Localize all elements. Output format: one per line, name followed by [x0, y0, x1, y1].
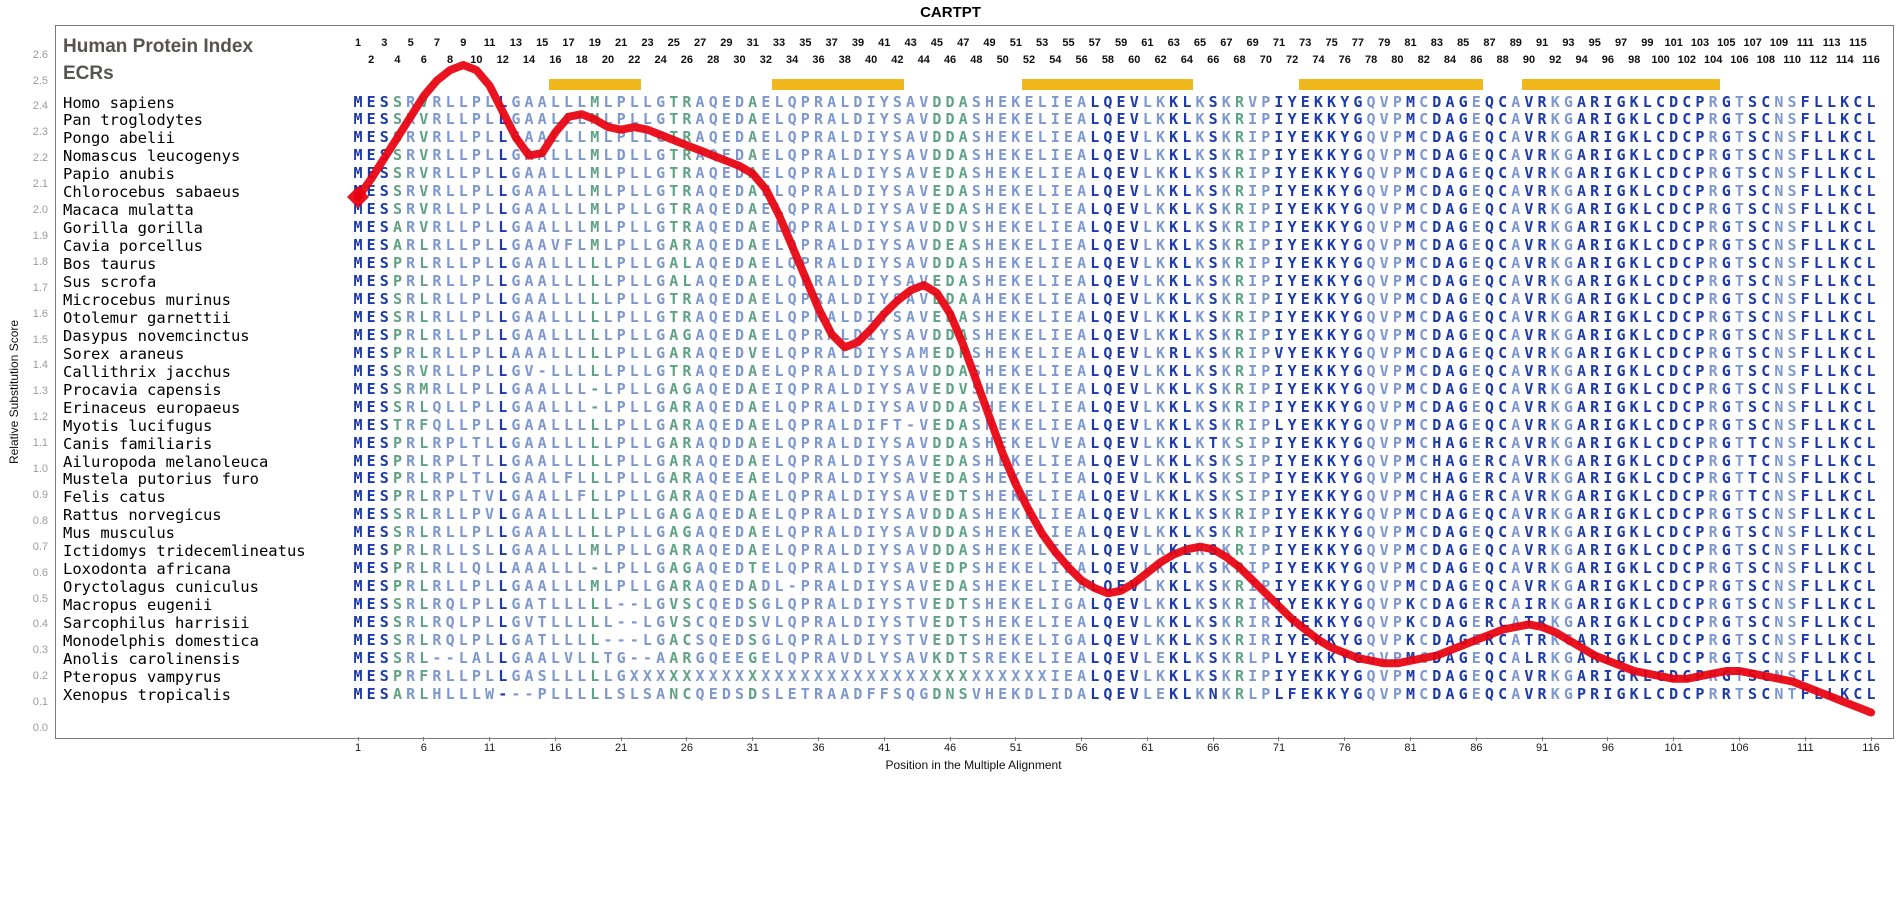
y-axis-tick-label: 0.7 — [32, 540, 48, 553]
y-axis-tick-label: 0.6 — [32, 566, 48, 579]
y-axis-tick-label: 1.6 — [32, 307, 48, 320]
x-axis-tick-label: 106 — [1730, 742, 1749, 754]
y-axis-tick-label: 1.0 — [32, 463, 48, 475]
x-axis-tick-label: 101 — [1664, 742, 1683, 754]
x-axis-tick-label: 21 — [615, 742, 628, 754]
x-axis-tick-label: 111 — [1796, 742, 1814, 754]
y-axis-tick-label: 0.4 — [32, 618, 48, 631]
x-axis-tick-label: 11 — [483, 742, 496, 754]
x-axis-tick-label: 1 — [354, 742, 362, 754]
x-axis-tick-label: 86 — [1470, 742, 1483, 754]
x-axis-tick-label: 66 — [1207, 742, 1220, 754]
x-axis-tick-label: 6 — [420, 742, 427, 754]
x-axis-tick-label: 116 — [1862, 742, 1880, 754]
y-axis-tick-label: 0.9 — [32, 488, 48, 501]
x-axis-tick-label: 56 — [1075, 742, 1088, 754]
y-axis-tick-label: 2.1 — [32, 178, 48, 191]
y-axis-tick-label: 2.3 — [32, 126, 48, 139]
plot-frame — [55, 25, 1894, 739]
y-axis-tick-label: 2.2 — [32, 152, 48, 165]
x-axis-tick-label: 46 — [943, 742, 957, 754]
y-axis-tick-label: 0.1 — [32, 696, 48, 709]
y-axis-tick-label: 0.2 — [32, 670, 48, 683]
y-axis-tick-label: 1.8 — [32, 255, 48, 268]
x-axis-tick-label: 26 — [680, 742, 694, 754]
x-axis-tick-label: 31 — [746, 742, 759, 754]
y-axis-tick-label: 0.3 — [32, 644, 48, 657]
human-protein-index-label: Human Protein Index — [63, 36, 254, 57]
x-axis-tick-label: 41 — [878, 742, 891, 754]
y-axis-tick-label: 2.6 — [32, 48, 48, 61]
y-axis-tick-label: 2.4 — [32, 100, 48, 113]
y-axis-tick-label: 0.8 — [32, 514, 48, 527]
x-axis-tick-label: 61 — [1141, 742, 1154, 754]
x-axis-tick-label: 71 — [1272, 742, 1286, 754]
figure-title: CARTPT — [920, 4, 981, 21]
x-axis-tick-label: 36 — [812, 742, 825, 754]
y-axis-tick-label: 0.5 — [32, 592, 48, 605]
y-axis-tick-label: 0.0 — [32, 722, 48, 734]
x-axis-title: Position in the Multiple Alignment — [885, 758, 1062, 772]
x-axis-tick-label: 96 — [1601, 742, 1615, 754]
y-axis-tick-label: 2.0 — [32, 204, 48, 216]
y-axis-title: Relative Substitution Score — [7, 319, 21, 465]
y-axis-tick-label: 1.7 — [32, 281, 48, 294]
x-axis-tick-label: 81 — [1404, 742, 1417, 754]
y-axis-tick-label: 2.5 — [32, 74, 48, 87]
y-axis-tick-label: 1.9 — [32, 229, 48, 242]
x-axis-tick-label: 51 — [1009, 742, 1022, 754]
ecrs-label: ECRs — [63, 63, 114, 84]
x-axis-tick-label: 76 — [1338, 742, 1351, 754]
x-axis-tick-label: 91 — [1536, 742, 1549, 754]
x-axis-tick-label: 16 — [549, 742, 562, 754]
